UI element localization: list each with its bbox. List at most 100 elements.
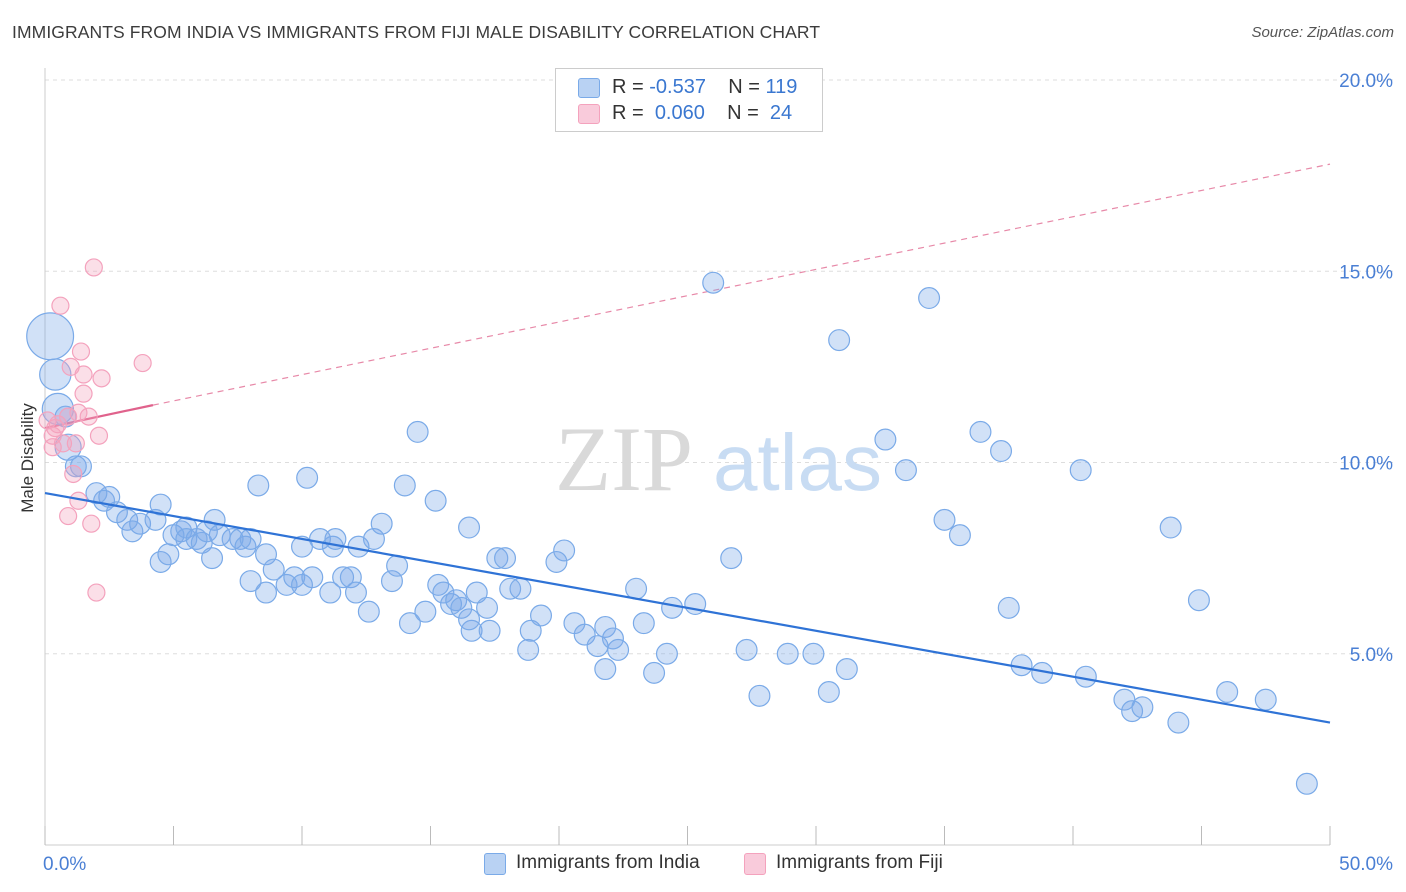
india-point-60 (424, 489, 447, 512)
india-point-98 (776, 642, 799, 665)
india-point-105 (918, 287, 941, 310)
india-point-101 (835, 658, 858, 681)
fiji-point-8 (64, 464, 83, 484)
source-label: Source: ZipAtlas.com (1251, 24, 1394, 41)
india-point-0 (26, 312, 75, 361)
fiji-point-23 (133, 353, 152, 373)
tick-labels: 5.0% 10.0% 15.0% 20.0% 0.0% 50.0% (43, 71, 1393, 875)
fiji-points (38, 258, 152, 602)
india-point-35 (262, 558, 285, 581)
india-point-73 (494, 547, 517, 570)
india-point-90 (643, 661, 666, 684)
india-point-95 (720, 547, 743, 570)
grid-lines (45, 79, 1393, 655)
india-point-117 (1131, 696, 1154, 719)
y-tick-label-0: 5.0% (1350, 645, 1393, 666)
fiji-point-7 (59, 506, 78, 526)
india-point-110 (997, 596, 1020, 619)
india-point-89 (632, 612, 655, 635)
india-point-71 (478, 619, 501, 642)
india-point-79 (545, 550, 568, 573)
fiji-point-18 (89, 426, 109, 445)
watermark: ZIP atlas (555, 408, 882, 510)
fiji-point-14 (79, 407, 98, 426)
india-point-102 (828, 329, 851, 352)
fiji-swatch (578, 104, 600, 124)
india-point-97 (748, 684, 771, 707)
india-point-121 (1216, 680, 1239, 703)
india-point-70 (476, 596, 499, 619)
india-swatch (578, 78, 600, 98)
india-trend-line (44, 492, 1331, 724)
india-point-68 (458, 608, 481, 631)
india-point-65 (450, 596, 473, 619)
fiji-point-4 (53, 434, 73, 453)
india-point-51 (357, 600, 380, 623)
x-tick-label-1: 50.0% (1339, 854, 1393, 875)
india-point-32 (247, 474, 270, 497)
india-point-106 (933, 508, 956, 531)
india-point-67 (458, 516, 481, 539)
india-point-85 (594, 615, 617, 638)
fiji-trend-line (44, 163, 1331, 430)
india-trend-solid (44, 492, 1331, 724)
stats-legend: R = -0.537 N = 119 R = 0.060 N = 24 (555, 68, 823, 132)
india-point-123 (1295, 772, 1318, 795)
india-point-100 (817, 680, 840, 703)
india-point-33 (239, 570, 262, 593)
bottom-india-label: Immigrants from India (516, 852, 700, 873)
india-point-96 (735, 638, 758, 661)
india-point-104 (894, 459, 917, 482)
india-point-94 (702, 271, 725, 294)
y-tick-label-1: 10.0% (1339, 454, 1393, 475)
india-point-41 (296, 466, 319, 489)
india-point-72 (486, 547, 509, 570)
india-point-120 (1187, 589, 1210, 612)
y-tick-label-3: 20.0% (1339, 71, 1393, 92)
india-point-1 (39, 358, 72, 391)
india-point-59 (414, 600, 437, 623)
india-point-55 (386, 554, 409, 577)
india-point-119 (1167, 711, 1190, 734)
axes (44, 68, 1331, 846)
y-tick-label-2: 15.0% (1339, 262, 1393, 283)
fiji-trend-dashed (152, 163, 1331, 406)
india-point-109 (990, 440, 1013, 463)
india-point-113 (1069, 459, 1092, 482)
india-point-75 (509, 577, 532, 600)
fiji-n-label: N = (727, 102, 759, 124)
india-point-118 (1159, 516, 1182, 539)
fiji-point-22 (74, 365, 93, 384)
india-point-53 (370, 512, 393, 535)
india-point-88 (625, 577, 648, 600)
india-r-value: -0.537 (649, 76, 706, 98)
india-points (26, 271, 1318, 795)
fiji-n-value: 24 (769, 102, 793, 124)
india-point-122 (1254, 688, 1277, 711)
bottom-fiji-label: Immigrants from Fiji (776, 852, 943, 873)
india-point-107 (948, 524, 971, 547)
fiji-point-9 (66, 434, 85, 453)
fiji-point-21 (43, 438, 62, 457)
india-point-80 (553, 539, 576, 562)
fiji-point-19 (92, 369, 111, 388)
india-point-27 (201, 547, 224, 570)
fiji-point-11 (71, 342, 91, 361)
fiji-point-10 (69, 403, 88, 422)
india-point-99 (802, 642, 825, 665)
fiji-point-5 (59, 407, 78, 426)
india-point-77 (519, 619, 542, 642)
india-point-78 (530, 604, 553, 627)
india-point-62 (432, 581, 455, 604)
india-point-58 (406, 420, 429, 443)
india-point-49 (344, 581, 367, 604)
india-point-16 (149, 493, 172, 516)
india-point-76 (517, 638, 540, 661)
fiji-point-20 (48, 415, 67, 434)
india-point-56 (393, 474, 416, 497)
fiji-r-value: 0.060 (654, 102, 705, 124)
india-n-label: N = (728, 76, 760, 98)
india-point-31 (239, 527, 262, 550)
india-point-69 (465, 581, 488, 604)
